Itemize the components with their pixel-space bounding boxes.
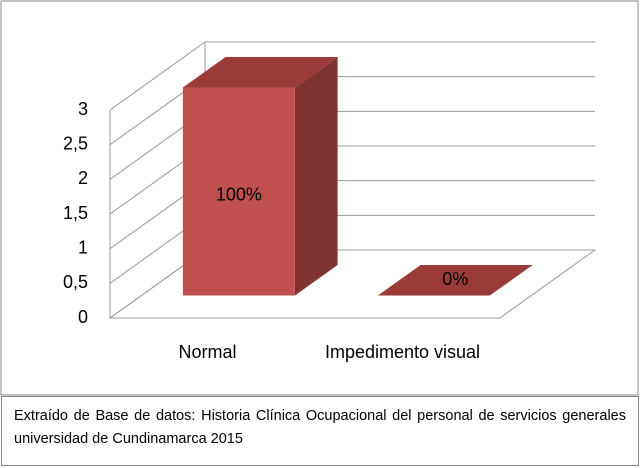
bar-top bbox=[182, 56, 338, 88]
grid-line bbox=[109, 110, 595, 180]
bar bbox=[377, 264, 533, 296]
grid-line bbox=[109, 76, 595, 146]
chart: 0 0,5 1 1,5 2 2,5 3 100% 0% bbox=[0, 0, 639, 396]
grid-line bbox=[109, 180, 595, 250]
chart-frame bbox=[0, 0, 639, 396]
data-label: 0% bbox=[442, 269, 468, 289]
bar-front bbox=[182, 87, 295, 296]
y-tick-label: 3 bbox=[78, 99, 88, 119]
bar-top bbox=[377, 264, 533, 296]
y-tick-label: 0,5 bbox=[63, 272, 88, 292]
grid-line bbox=[109, 214, 595, 284]
bar-side bbox=[294, 56, 338, 296]
y-tick-label: 2 bbox=[78, 168, 88, 188]
bar bbox=[182, 56, 338, 296]
y-tick-label: 0 bbox=[78, 307, 88, 327]
caption: Extraído de Base de datos: Historia Clín… bbox=[1, 396, 639, 466]
y-tick-label: 2,5 bbox=[63, 133, 88, 153]
y-tick-label: 1,5 bbox=[63, 203, 88, 223]
floor bbox=[108, 249, 597, 319]
grid-line bbox=[109, 145, 595, 215]
data-label: 100% bbox=[216, 184, 262, 204]
x-tick-label: Impedimento visual bbox=[324, 342, 481, 362]
grid-line bbox=[109, 41, 595, 111]
grid-line bbox=[109, 249, 595, 319]
x-tick-label: Normal bbox=[178, 342, 237, 362]
y-tick-label: 1 bbox=[78, 237, 88, 257]
